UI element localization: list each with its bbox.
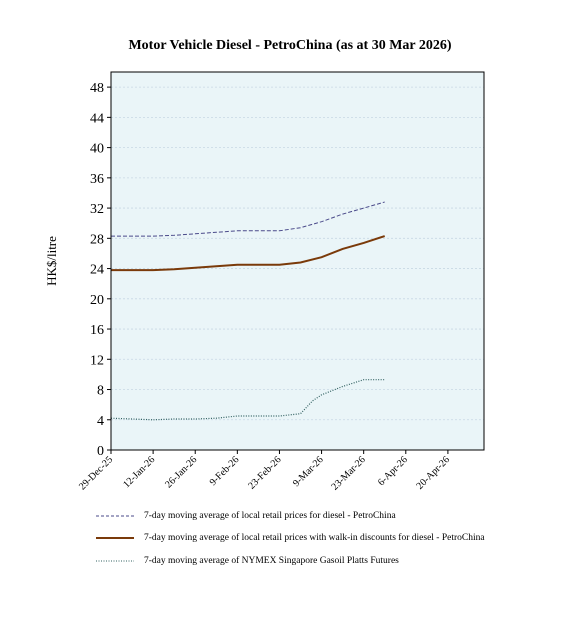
- legend-swatch-walkin: [96, 532, 134, 544]
- y-tick-label: 24: [90, 263, 104, 278]
- chart-title: Motor Vehicle Diesel - PetroChina (as at…: [128, 38, 452, 53]
- series-line-3: [110, 379, 385, 421]
- y-tick-label: 48: [90, 81, 104, 96]
- x-tick-label: 9-Feb-26: [208, 454, 242, 488]
- y-axis-label: HK$/litre: [44, 236, 59, 286]
- x-tick-label: 23-Feb-26: [246, 454, 283, 491]
- y-tick-label: 12: [90, 353, 104, 368]
- legend-swatch-retail: [96, 510, 134, 522]
- series-line-1: [111, 201, 385, 237]
- legend-label: 7-day moving average of local retail pri…: [144, 533, 485, 543]
- plot-background: [111, 72, 484, 450]
- series-group: [110, 201, 386, 421]
- x-tick-label: 12-Jan-26: [121, 454, 157, 490]
- legend-label: 7-day moving average of NYMEX Singapore …: [144, 556, 399, 566]
- y-tick-label: 0: [97, 444, 104, 459]
- plot-frame: [110, 71, 485, 451]
- legend-label: 7-day moving average of local retail pri…: [144, 511, 396, 521]
- x-tick-label: 23-Mar-26: [330, 454, 368, 492]
- legend-swatch-nymex: [96, 555, 134, 567]
- y-tick-label: 40: [90, 142, 104, 157]
- x-tick-label: 20-Apr-26: [415, 454, 452, 491]
- x-axis: 29-Dec-25 12-Jan-26 26-Jan-26 9-Feb-26 23-Fe…: [77, 450, 452, 493]
- y-tick-label: 28: [90, 232, 104, 247]
- x-tick-label: 26-Jan-26: [163, 454, 199, 490]
- series-line-2: [111, 235, 386, 272]
- legend-item: 7-day moving average of NYMEX Singapore …: [96, 555, 399, 567]
- y-tick-label: 44: [90, 111, 104, 126]
- x-tick-label: 6-Apr-26: [376, 454, 410, 488]
- y-tick-label: 16: [90, 323, 104, 338]
- y-tick-label: 20: [90, 293, 104, 308]
- x-tick-label: 29-Dec-25: [77, 454, 115, 492]
- legend-item: 7-day moving average of local retail pri…: [96, 532, 485, 544]
- y-tick-label: 4: [97, 414, 104, 429]
- legend-item: 7-day moving average of local retail pri…: [96, 510, 396, 522]
- y-tick-label: 32: [90, 202, 104, 217]
- x-tick-label: 9-Mar-26: [291, 454, 326, 489]
- y-tick-label: 36: [90, 172, 104, 187]
- y-tick-label: 8: [97, 384, 104, 399]
